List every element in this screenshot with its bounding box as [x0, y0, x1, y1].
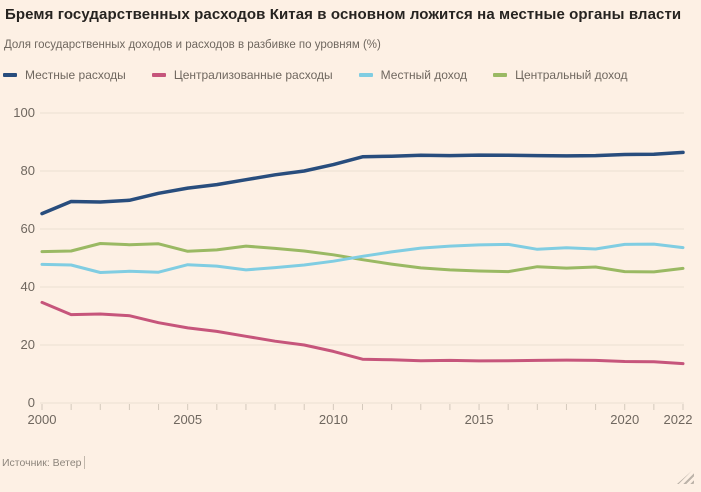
central-expenditure-swatch-icon: [151, 73, 166, 77]
resize-handle-icon[interactable]: [677, 469, 694, 484]
legend-label-central-revenue: Центральный доход: [515, 68, 628, 82]
x-tick-label-2000: 2000: [27, 412, 57, 427]
local-expenditure-line: [40, 150, 685, 216]
legend-item-central-expenditure: Централизованные расходы: [151, 68, 333, 82]
source-note: Источник: Ветер: [2, 456, 82, 469]
x-tick-label-2010: 2010: [318, 412, 348, 427]
x-tick-label-2015: 2015: [464, 412, 494, 427]
y-tick-label-60: 60: [20, 221, 35, 236]
x-tick-label-2020: 2020: [610, 412, 640, 427]
x-tick-label-2005: 2005: [173, 412, 203, 427]
legend-label-local-revenue: Местный доход: [380, 68, 468, 82]
legend-item-local-revenue: Местный доход: [358, 68, 468, 82]
y-tick-label-0: 0: [27, 395, 35, 410]
local-revenue-swatch-icon: [358, 73, 373, 77]
central-revenue-swatch-icon: [493, 73, 508, 77]
central-expenditure-line: [40, 300, 685, 366]
central-revenue-line: [40, 242, 685, 274]
y-tick-label-40: 40: [20, 279, 35, 294]
chart-title: Бремя государственных расходов Китая в о…: [5, 6, 682, 23]
y-tick-label-100: 100: [13, 105, 35, 120]
chart-subtitle: Доля государственных доходов и расходов …: [4, 39, 381, 51]
local-expenditure-swatch-icon: [3, 73, 17, 77]
y-tick-label-80: 80: [20, 163, 35, 178]
chart-legend: Местные расходы Централизованные расходы М…: [3, 68, 697, 82]
legend-item-local-expenditure: Местные расходы: [3, 68, 126, 82]
x-tick-label-2022: 2022: [663, 412, 693, 427]
y-tick-label-20: 20: [20, 337, 35, 352]
legend-item-central-revenue: Центральный доход: [493, 68, 627, 82]
legend-label-local-expenditure: Местные расходы: [25, 68, 126, 82]
legend-label-central-expenditure: Централизованные расходы: [173, 68, 333, 82]
text-caret: [83, 456, 85, 469]
local-revenue-line: [40, 242, 685, 274]
